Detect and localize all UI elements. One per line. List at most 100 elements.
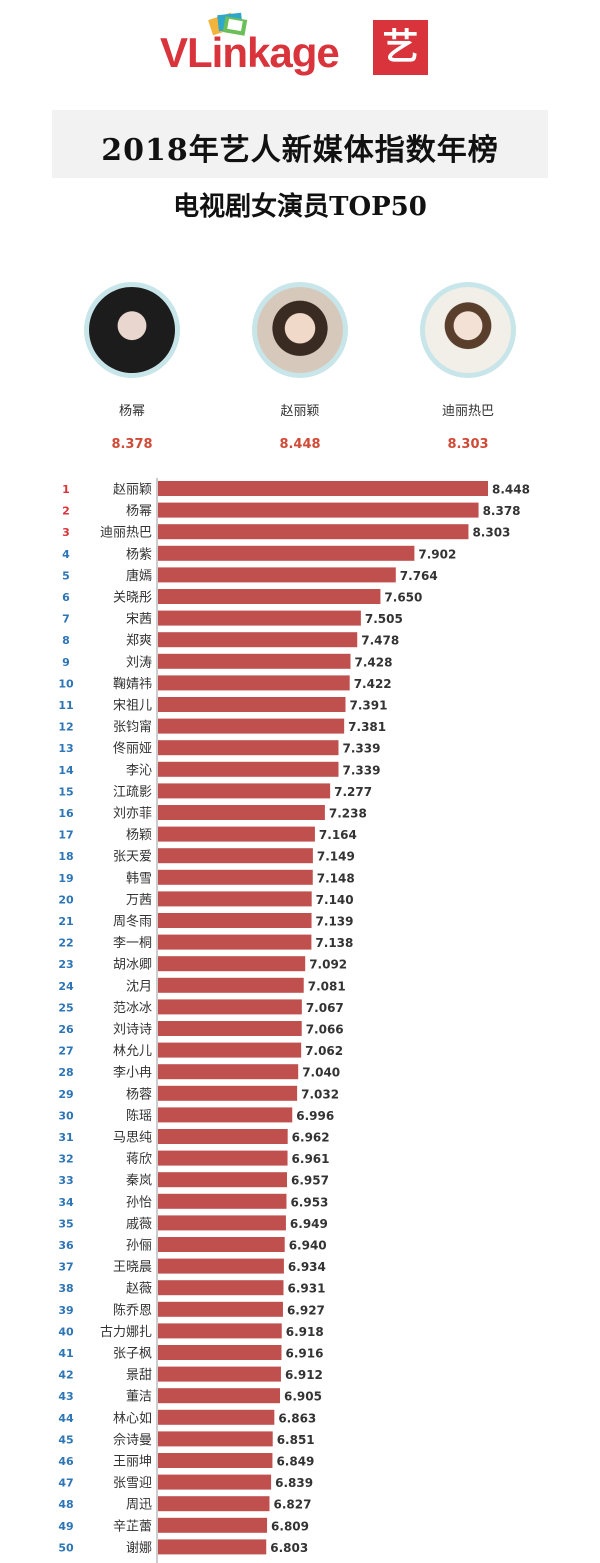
rank-label: 47: [58, 1477, 73, 1490]
value-label: 7.149: [317, 850, 355, 864]
category-label: 王丽坤: [113, 1455, 152, 1470]
bar: [158, 977, 304, 993]
category-label: 佘诗曼: [113, 1432, 152, 1448]
rank-label: 15: [58, 785, 73, 798]
category-label: 林心如: [113, 1410, 152, 1426]
value-label: 7.650: [384, 591, 422, 605]
rank-label: 32: [58, 1153, 73, 1166]
rank-label: 1: [62, 483, 70, 496]
category-label: 刘诗诗: [113, 1023, 152, 1038]
value-label: 7.067: [306, 1001, 344, 1015]
rank-label: 28: [58, 1066, 73, 1079]
value-label: 6.863: [278, 1411, 316, 1425]
bar: [158, 653, 351, 669]
value-label: 6.912: [285, 1368, 323, 1382]
bar: [158, 1258, 284, 1274]
value-label: 7.092: [309, 958, 347, 972]
brand-logo: VLinkage: [160, 28, 340, 78]
rank-label: 45: [58, 1433, 73, 1446]
rank-label: 43: [58, 1390, 73, 1403]
bar: [158, 1453, 273, 1468]
category-label: 蒋欣: [126, 1152, 152, 1167]
value-label: 7.505: [365, 612, 403, 626]
category-label: 关晓彤: [113, 591, 152, 606]
category-label: 景甜: [126, 1367, 152, 1383]
title-band: [52, 110, 548, 178]
rank-label: 50: [58, 1541, 74, 1554]
rank-label: 22: [58, 937, 73, 950]
value-label: 8.448: [492, 483, 530, 497]
podium-score: 8.378: [111, 437, 153, 452]
bar: [158, 1366, 281, 1382]
value-label: 7.140: [316, 893, 354, 907]
bar: [158, 545, 415, 561]
bar: [158, 934, 312, 950]
rank-label: 37: [58, 1261, 73, 1274]
category-label: 周冬雨: [113, 914, 152, 930]
chart-subtitle: 电视剧女演员TOP50: [173, 192, 427, 222]
value-label: 7.902: [418, 547, 456, 561]
category-label: 董洁: [126, 1390, 152, 1405]
category-label: 赵丽颖: [113, 483, 152, 498]
category-label: 孙俪: [126, 1239, 152, 1254]
bar: [158, 1237, 285, 1252]
category-label: 江疏影: [113, 785, 152, 800]
rank-label: 48: [58, 1498, 73, 1511]
category-label: 陈瑶: [126, 1108, 152, 1124]
rank-label: 30: [58, 1109, 74, 1122]
bar: [158, 1150, 288, 1166]
category-label: 唐嫣: [126, 568, 152, 584]
category-label: 张天爱: [113, 850, 152, 865]
podium-third: 迪丽热巴 8.303: [413, 282, 523, 452]
value-label: 6.916: [285, 1347, 323, 1361]
value-label: 6.940: [289, 1239, 327, 1253]
rank-label: 14: [58, 764, 74, 777]
category-label: 迪丽热巴: [100, 526, 152, 541]
value-label: 6.827: [273, 1498, 311, 1512]
rank-label: 7: [62, 613, 70, 626]
bar: [158, 999, 302, 1015]
bar: [158, 1388, 280, 1404]
bar: [158, 1193, 287, 1209]
art-badge-logo: 艺: [373, 20, 428, 75]
category-label: 古力娜扎: [100, 1325, 152, 1340]
value-label: 6.905: [284, 1390, 322, 1404]
value-label: 7.148: [317, 871, 355, 885]
rank-label: 31: [58, 1131, 73, 1144]
rank-label: 12: [58, 721, 73, 734]
bar: [158, 589, 381, 604]
value-label: 7.040: [302, 1066, 340, 1080]
rank-label: 8: [62, 634, 70, 647]
bar: [158, 718, 345, 734]
category-label: 韩雪: [126, 871, 152, 886]
value-label: 6.851: [277, 1433, 315, 1447]
bar: [158, 610, 361, 626]
value-label: 6.962: [292, 1131, 330, 1145]
rank-label: 2: [62, 505, 70, 518]
category-label: 刘涛: [126, 654, 152, 670]
podium-score: 8.448: [279, 437, 321, 452]
category-label: 张子枫: [113, 1347, 152, 1362]
category-label: 郑爽: [126, 634, 152, 649]
rank-label: 40: [58, 1325, 74, 1338]
bar: [158, 1301, 283, 1317]
bar: [158, 1345, 282, 1360]
podium-score: 8.303: [447, 437, 489, 452]
value-label: 7.138: [315, 936, 353, 950]
category-label: 马思纯: [113, 1131, 152, 1146]
rank-label: 39: [58, 1304, 73, 1317]
bar: [158, 697, 346, 712]
bar: [158, 891, 312, 907]
bar: [158, 675, 350, 691]
bar: [158, 567, 396, 583]
value-label: 6.927: [287, 1303, 325, 1317]
bar: [158, 826, 315, 842]
ranking-bar-chart: 1 赵丽颖 8.448 2 杨幂 8.378 3 迪丽热巴 8.303 4 杨紫 7.902 5 唐嫣 7.…: [58, 478, 530, 1563]
rank-label: 33: [58, 1174, 73, 1187]
bar: [158, 1539, 267, 1555]
bar: [158, 848, 313, 864]
rank-label: 36: [58, 1239, 74, 1252]
value-label: 8.378: [483, 504, 521, 518]
value-label: 6.934: [288, 1260, 326, 1274]
category-label: 李小冉: [113, 1066, 152, 1081]
